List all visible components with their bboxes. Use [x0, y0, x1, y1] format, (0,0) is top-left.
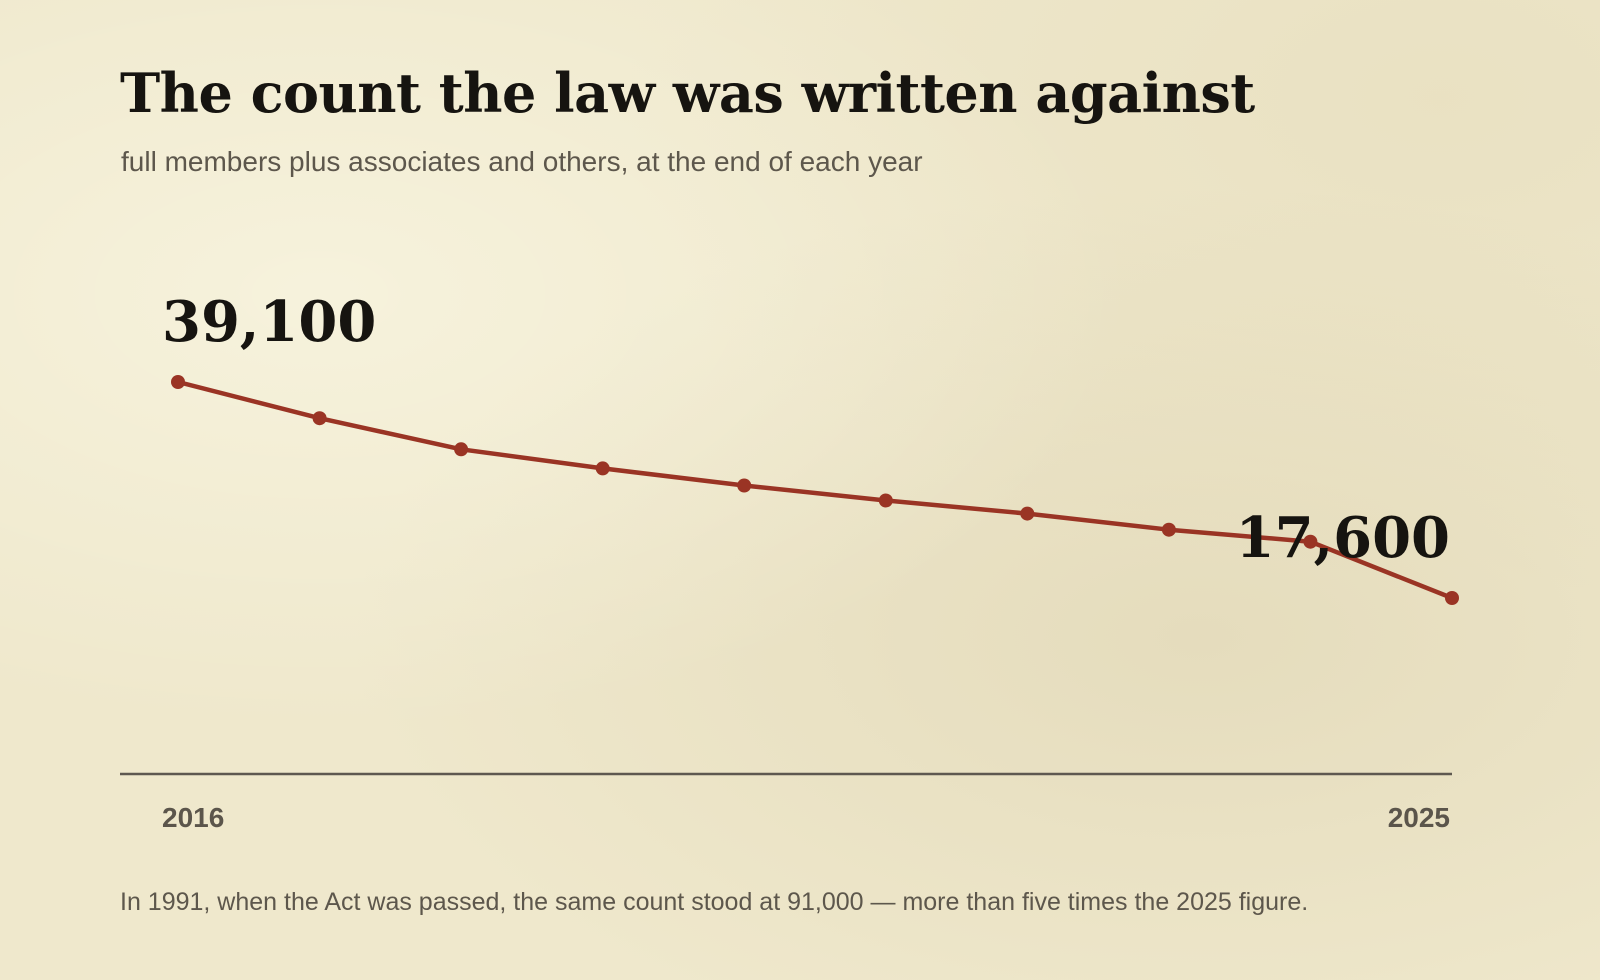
data-point-2022 — [1020, 506, 1035, 521]
data-label-last: 17,600 — [1236, 505, 1450, 571]
x-tick-label-last: 2025 — [1388, 802, 1450, 833]
data-point-2017 — [312, 411, 327, 426]
chart-title: The count the law was written against — [120, 61, 1255, 125]
data-point-2025 — [1445, 591, 1459, 605]
data-point-2024 — [1303, 534, 1318, 549]
data-label-first: 39,100 — [162, 289, 376, 355]
data-point-2020 — [737, 478, 752, 493]
data-point-2019 — [595, 461, 610, 476]
data-point-2018 — [454, 442, 469, 457]
series-line — [175, 379, 1455, 601]
data-point-2021 — [878, 493, 893, 508]
x-tick-label-first: 2016 — [162, 802, 224, 833]
series-layer — [171, 375, 1459, 605]
x-axis: 2016 2025 — [120, 772, 1452, 833]
data-point-2023 — [1161, 522, 1176, 537]
chart-subtitle: full members plus associates and others,… — [121, 146, 923, 177]
footnote: In 1991, when the Act was passed, the sa… — [120, 888, 1309, 916]
data-point-2016 — [171, 375, 185, 389]
